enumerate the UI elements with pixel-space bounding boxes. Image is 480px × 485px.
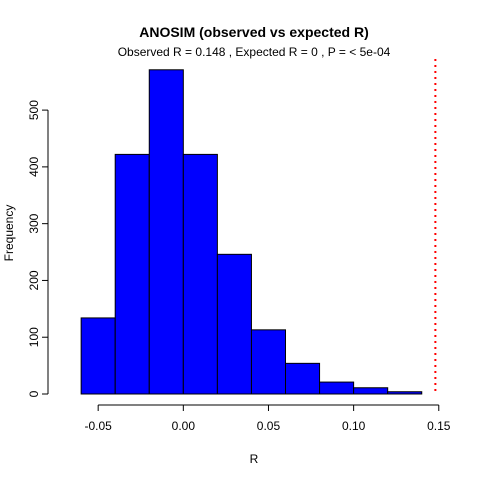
histogram-bar <box>182 153 218 395</box>
y-tick-label: 0 <box>27 390 41 397</box>
histogram-bar <box>285 362 321 395</box>
y-axis: 0 100 200 300 400 500 <box>27 100 49 397</box>
histogram-bar <box>353 387 389 395</box>
x-tick-label: 0.10 <box>342 419 366 433</box>
x-tick-label: 0.05 <box>257 419 281 433</box>
histogram-bar <box>216 253 252 395</box>
histogram-bar <box>148 69 184 395</box>
y-axis-label: Frequency <box>2 205 16 262</box>
y-tick-label: 300 <box>27 213 41 233</box>
x-axis-label: R <box>250 452 259 466</box>
histogram-bar <box>80 317 116 395</box>
y-tick-label: 400 <box>27 157 41 177</box>
x-tick-label: 0.15 <box>427 419 451 433</box>
chart-subtitle: Observed R = 0.148 , Expected R = 0 , P … <box>118 45 391 59</box>
histogram-bar <box>319 381 355 395</box>
x-tick-label: 0.00 <box>172 419 196 433</box>
y-tick-label: 100 <box>27 327 41 347</box>
bars-group <box>80 69 423 395</box>
y-tick-label: 500 <box>27 100 41 120</box>
histogram-bar <box>387 391 423 395</box>
chart-title: ANOSIM (observed vs expected R) <box>139 24 369 40</box>
x-tick-label: -0.05 <box>84 419 112 433</box>
x-axis: -0.05 0.00 0.05 0.10 0.15 <box>84 404 451 433</box>
histogram-bar <box>114 153 150 395</box>
y-tick-label: 200 <box>27 270 41 290</box>
histogram-bar <box>250 329 287 395</box>
